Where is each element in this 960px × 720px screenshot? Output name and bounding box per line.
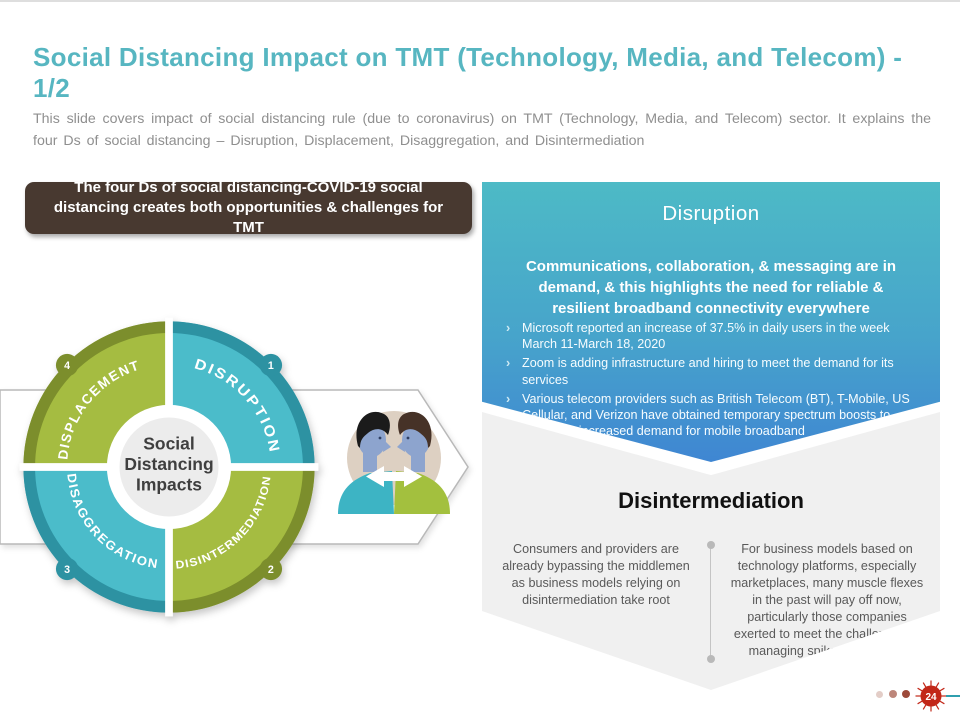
badge-3: 3: [55, 557, 79, 581]
four-ds-donut-diagram: DISRUPTION DISPLACEMENT DISINTERMEDIATIO…: [19, 317, 319, 617]
key-message-text: The four Ds of social distancing-COVID-1…: [53, 179, 444, 236]
badge-2: 2: [259, 557, 283, 581]
svg-text:3: 3: [64, 564, 70, 576]
center-label-line2: Distancing: [124, 454, 213, 474]
divider-dot-bottom: [706, 655, 715, 663]
column-divider: [706, 541, 715, 663]
disruption-panel: Disruption Communications, collaboration…: [482, 182, 940, 462]
key-message-banner: The four Ds of social distancing-COVID-1…: [25, 179, 472, 236]
badge-1: 1: [259, 353, 283, 377]
disintermediation-right-text: For business models based on technology …: [730, 542, 924, 658]
divider-dot-top: [706, 541, 715, 549]
svg-text:2: 2: [268, 564, 274, 576]
bullet-item: › Various telecom providers such as Brit…: [504, 391, 916, 440]
social-distancing-people-icon: [338, 411, 450, 514]
chevron-bullet-icon: ›: [506, 391, 511, 406]
bullet-item: › Zoom is adding infrastructure and hiri…: [504, 355, 916, 387]
bullet-item: › Microsoft reported an increase of 37.5…: [504, 320, 916, 352]
disintermediation-left-text: Consumers and providers are already bypa…: [502, 542, 690, 607]
center-label-line1: Social: [143, 434, 194, 454]
page-title: Social Distancing Impact on TMT (Technol…: [33, 42, 903, 103]
footer-accent-line: [946, 695, 960, 697]
footer-dot-dark: [902, 690, 910, 698]
chevron-bullet-icon: ›: [506, 321, 511, 335]
center-label-line3: Impacts: [136, 474, 202, 494]
disruption-title: Disruption: [662, 202, 760, 225]
svg-text:1: 1: [268, 360, 274, 372]
footer-dot-medium: [889, 690, 897, 698]
badge-4: 4: [55, 353, 79, 377]
bullet-text: Various telecom providers such as Britis…: [522, 391, 910, 439]
svg-text:4: 4: [64, 360, 70, 372]
slide-description: This slide covers impact of social dista…: [33, 111, 931, 149]
page-number: 24: [925, 692, 937, 703]
disruption-bullet-list: › Microsoft reported an increase of 37.5…: [504, 320, 916, 442]
chevron-bullet-icon: ›: [506, 356, 511, 371]
top-divider-rule: [0, 0, 960, 2]
bullet-text: Zoom is adding infrastructure and hiring…: [522, 356, 894, 387]
footer-dot-light: [876, 691, 883, 698]
center-inner-circle: [119, 417, 219, 517]
disintermediation-title: Disintermediation: [618, 488, 804, 513]
disruption-statement: Communications, collaboration, & messagi…: [525, 258, 897, 317]
virus-page-number-badge: 24: [915, 680, 947, 712]
double-arrow-icon: [366, 466, 422, 487]
bullet-text: Microsoft reported an increase of 37.5% …: [522, 321, 890, 352]
